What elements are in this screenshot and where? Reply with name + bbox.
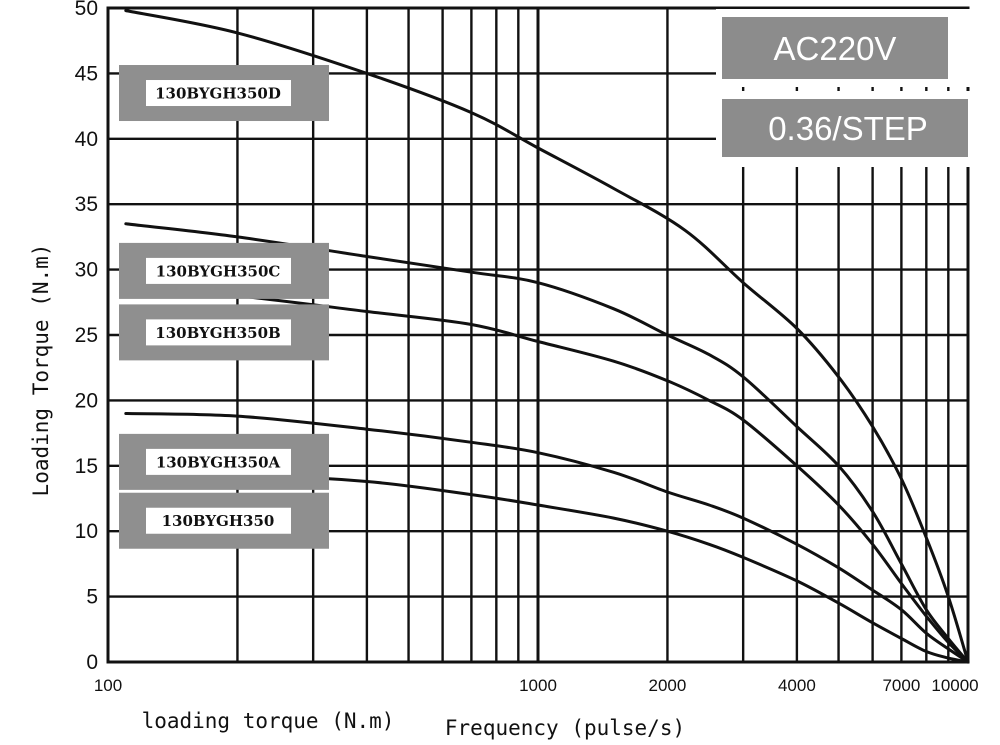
x-tick-label: 10000 [931,676,978,695]
y-tick-label: 30 [75,259,98,282]
y-tick-label: 35 [75,193,98,216]
y-tick-label: 40 [75,128,98,151]
series-label-text: 130BYGH350 [162,512,275,530]
series-label-bg [146,319,291,346]
y-tick-label: 10 [75,520,98,543]
series-labels: 130BYGH350D 130BYGH350C 130BYGH350B 130BYGH… [119,65,329,549]
x-axis-title: Frequency (pulse/s) [445,716,685,740]
x-tick-label: 7000 [882,676,920,695]
series-label-text: 130BYGH350A [156,453,281,471]
x-tick-label: 4000 [778,676,816,695]
series-label-text: 130BYGH350B [155,324,280,342]
x-tick-labels: 100 1000 2000 4000 7000 10000 [94,676,979,695]
secondary-axis-label: loading torque (N.m) [142,709,395,733]
series-label-text: 130BYGH350C [156,262,281,280]
series-label-bg [146,448,291,475]
y-tick-label: 0 [86,651,98,674]
y-tick-label: 20 [75,389,98,412]
series-line [124,283,970,664]
y-tick-label: 25 [75,324,98,347]
y-tick-label: 50 [75,0,98,20]
x-tick-label: 1000 [519,676,557,695]
series-line [124,9,970,664]
plot-frame [106,6,970,664]
series-label-bg [146,257,291,284]
y-tick-label: 5 [86,586,98,609]
y-tick-label: 15 [75,455,98,478]
y-tick-labels: 0 5 10 15 20 25 30 35 40 45 50 [75,0,98,674]
series-curves [124,9,970,664]
series-label-bg [146,507,291,534]
info-voltage-text: AC220V [774,30,897,67]
y-tick-label: 45 [75,62,98,85]
series-label-text: 130BYGH350D [155,85,281,103]
series-line [124,222,970,664]
series-line [124,412,970,664]
y-axis-title: Loading Torque (N.m) [29,244,53,497]
axis-frame [106,6,970,664]
info-step-text: 0.36/STEP [768,110,928,147]
x-tick-label: 100 [94,676,122,695]
series-label-bg [146,80,291,107]
x-tick-label: 2000 [649,676,687,695]
info-box-step: 0.36/STEP [716,91,972,167]
series-line [124,473,970,664]
info-box-voltage: AC220V [716,9,972,87]
